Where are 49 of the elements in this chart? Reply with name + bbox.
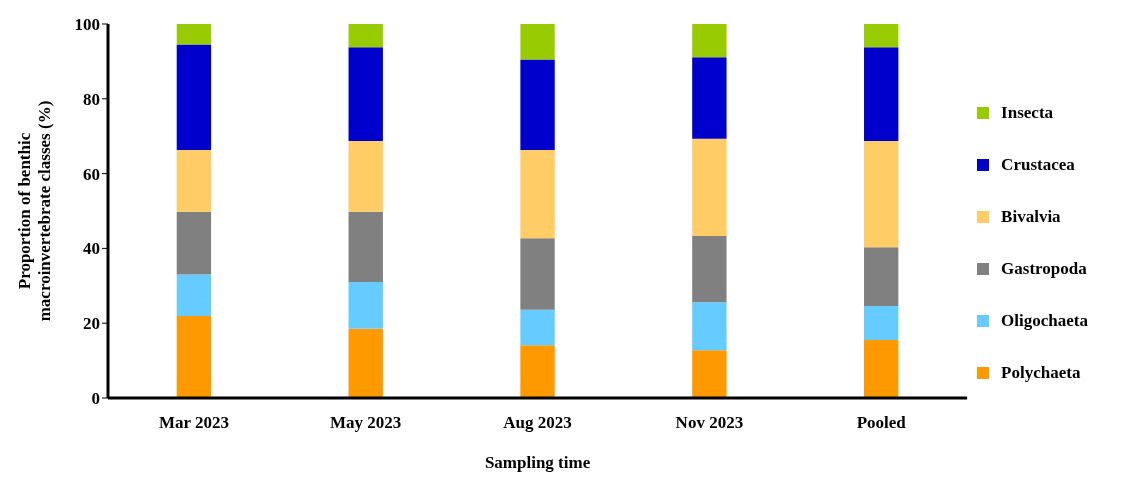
y-tick-label: 40 xyxy=(83,239,100,259)
bar xyxy=(692,350,727,398)
bar xyxy=(176,316,212,398)
x-tick-label: Mar 2023 xyxy=(158,413,229,433)
bar xyxy=(348,47,383,142)
bar xyxy=(864,24,899,48)
bar xyxy=(348,282,383,329)
bar xyxy=(520,59,555,151)
bar xyxy=(520,345,555,398)
bar xyxy=(692,302,727,351)
y-tick-label: 80 xyxy=(83,89,100,109)
bar xyxy=(692,236,727,303)
bar xyxy=(692,24,727,58)
x-tick-label: Aug 2023 xyxy=(503,413,572,433)
x-tick-label: Nov 2023 xyxy=(675,413,744,433)
legend-label: Bivalvia xyxy=(1001,207,1061,227)
bar xyxy=(864,306,899,341)
legend-label: Crustacea xyxy=(1001,155,1075,175)
bar xyxy=(348,211,383,283)
bar xyxy=(176,150,212,212)
bar xyxy=(864,340,899,398)
legend-label: Polychaeta xyxy=(1001,363,1081,383)
bar xyxy=(520,309,555,346)
bar xyxy=(864,47,899,142)
y-tick-label: 60 xyxy=(83,164,100,184)
x-axis-title: Sampling time xyxy=(484,453,591,472)
bar xyxy=(348,141,383,212)
x-tick-label: Pooled xyxy=(856,413,907,433)
bar xyxy=(692,57,727,139)
bar xyxy=(176,44,212,151)
bar xyxy=(520,150,555,239)
bar xyxy=(176,274,212,317)
bar xyxy=(176,211,212,275)
bar xyxy=(520,24,555,60)
legend-label: Gastropoda xyxy=(1001,259,1087,279)
legend-label: Oligochaeta xyxy=(1001,311,1088,331)
bar xyxy=(176,24,212,45)
x-tick-label: May 2023 xyxy=(330,413,402,433)
y-axis-title: Proportion of benthic macroinvertebrate classes (%) xyxy=(15,100,54,322)
bar xyxy=(864,247,899,306)
y-tick-label: 20 xyxy=(83,314,100,334)
bar xyxy=(864,141,899,248)
bar xyxy=(692,138,727,237)
legend-label: Insecta xyxy=(1001,103,1054,123)
y-tick-label: 0 xyxy=(91,389,100,409)
y-tick-label: 100 xyxy=(74,15,100,35)
bar xyxy=(348,328,383,398)
bar xyxy=(348,24,383,48)
bar xyxy=(520,238,555,310)
